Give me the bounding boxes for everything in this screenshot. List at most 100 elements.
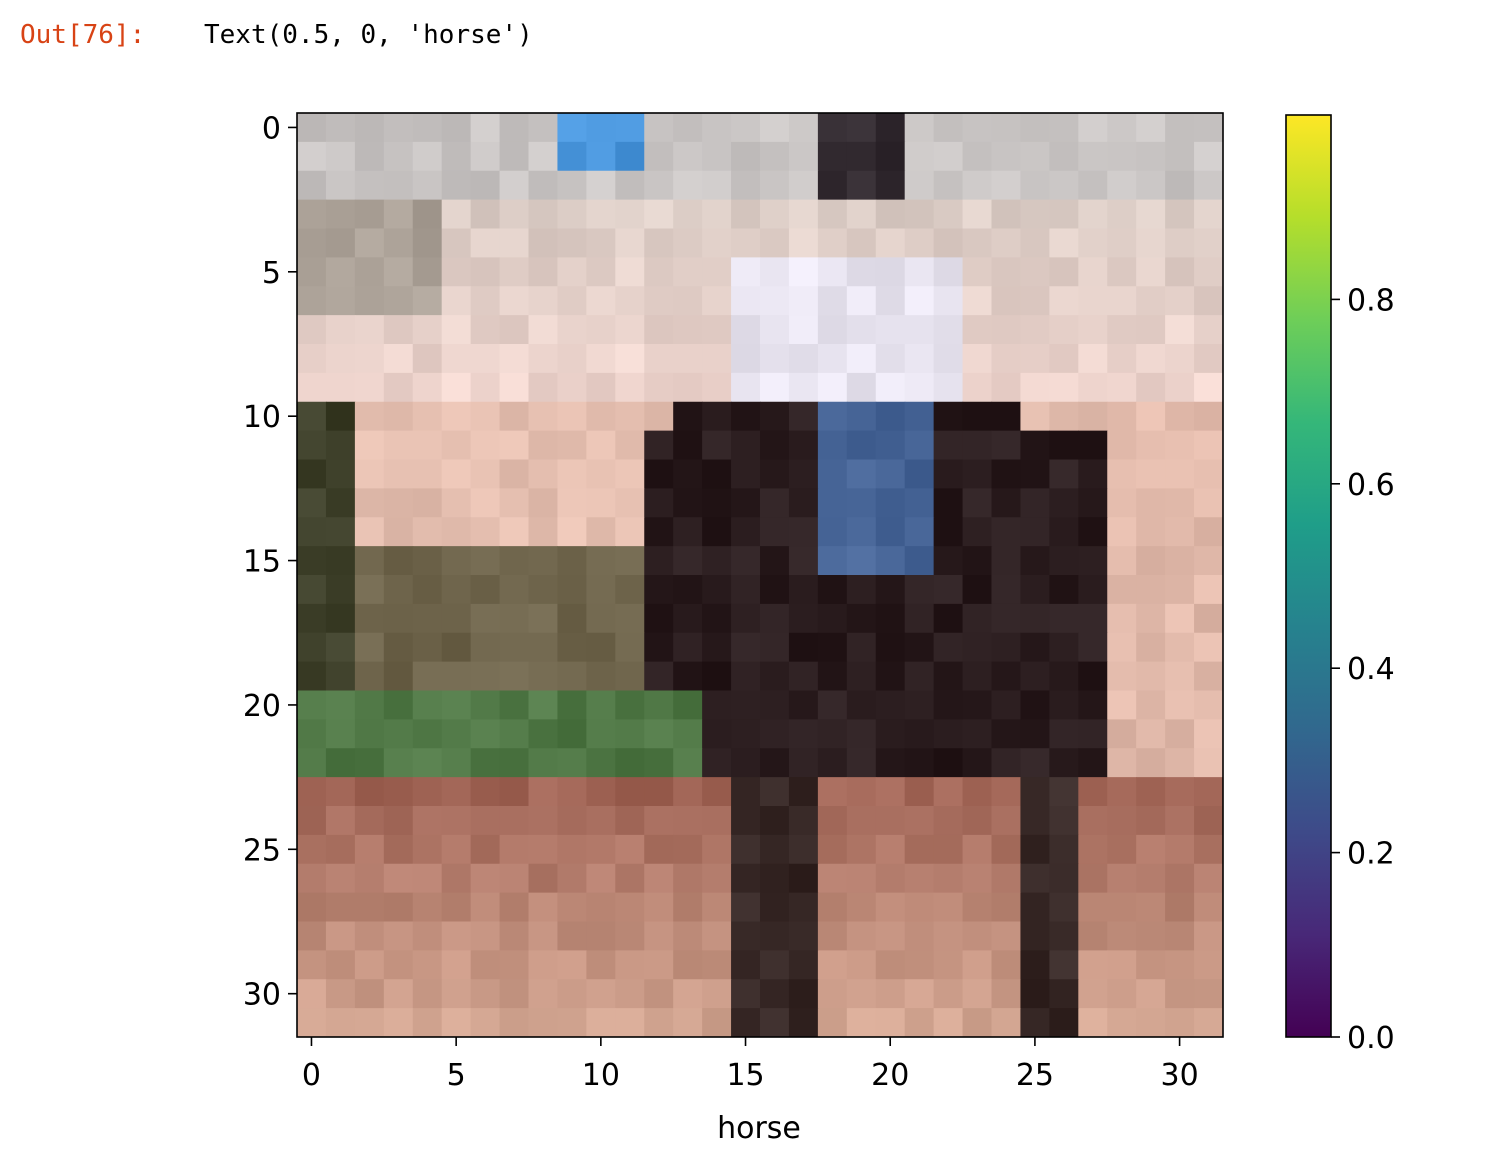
pixel-r23-c18 [817,777,848,807]
pixel-r2-c10 [586,170,616,201]
pixel-r20-c0 [297,690,327,720]
image-axes: 0 5 10 15 20 25 30 0 5 10 15 20 25 30 horse [243,111,1224,1146]
pixel-r21-c3 [383,719,414,749]
pixel-r18-c25 [1020,632,1050,663]
pixel-r19-c25 [1020,661,1050,692]
pixel-r10-c26 [1049,401,1079,432]
pixel-r1-c11 [615,141,645,172]
pixel-r6-c8 [528,286,559,316]
pixel-r3-c8 [528,199,559,230]
pixel-r7-c28 [1107,315,1137,345]
pixel-r4-c4 [412,228,443,258]
pixel-r14-c21 [904,517,935,547]
pixel-r5-c1 [325,257,356,287]
pixel-r9-c10 [586,372,616,403]
pixel-r21-c22 [933,719,964,749]
pixel-r3-c29 [1136,199,1166,230]
pixel-r12-c28 [1107,459,1137,489]
pixel-r23-c15 [731,777,761,807]
pixel-r1-c23 [962,141,993,172]
colorbar-tick-label: 0.8 [1347,283,1395,318]
y-tick-label: 20 [243,689,281,724]
pixel-r1-c12 [644,141,674,172]
pixel-r10-c27 [1078,401,1108,432]
pixel-r20-c8 [528,690,559,720]
pixel-r28-c26 [1049,921,1079,951]
pixel-r28-c22 [933,921,964,951]
pixel-r27-c28 [1107,892,1137,923]
pixel-r4-c25 [1020,228,1050,258]
pixel-r3-c26 [1049,199,1079,230]
x-tick-label: 10 [582,1058,620,1093]
pixel-r29-c27 [1078,950,1108,980]
pixel-r28-c3 [383,921,414,951]
pixel-r26-c18 [817,863,848,894]
pixel-r4-c6 [470,228,501,258]
pixel-r27-c7 [499,892,530,923]
pixel-r11-c22 [933,430,964,461]
pixel-r17-c20 [875,603,906,634]
pixel-r16-c6 [470,575,501,605]
pixel-r11-c21 [904,430,935,461]
pixel-r26-c19 [846,863,877,894]
pixel-r31-c1 [325,1008,356,1037]
pixel-r30-c6 [470,979,501,1009]
pixel-r5-c14 [702,257,732,287]
pixel-r2-c12 [644,170,674,201]
pixel-r25-c12 [644,834,674,865]
pixel-r28-c24 [991,921,1022,951]
pixel-r9-c0 [297,372,327,403]
pixel-r14-c3 [383,517,414,547]
pixel-r5-c25 [1020,257,1050,287]
pixel-r14-c27 [1078,517,1108,547]
pixel-r11-c19 [846,430,877,461]
pixel-r6-c23 [962,286,993,316]
pixel-r29-c17 [788,950,819,980]
pixel-r3-c14 [702,199,732,230]
pixel-r21-c18 [817,719,848,749]
pixel-r8-c25 [1020,344,1050,374]
pixel-r18-c21 [904,632,935,663]
pixel-r20-c27 [1078,690,1108,720]
pixel-r4-c1 [325,228,356,258]
pixel-r6-c27 [1078,286,1108,316]
pixel-r12-c23 [962,459,993,489]
pixel-r0-c28 [1107,113,1137,143]
pixel-r18-c27 [1078,632,1108,663]
pixel-r30-c12 [644,979,674,1009]
pixel-r9-c11 [615,372,645,403]
pixel-r29-c29 [1136,950,1166,980]
pixel-r15-c7 [499,546,530,576]
pixel-r22-c19 [846,748,877,778]
pixel-r30-c1 [325,979,356,1009]
pixel-r14-c5 [441,517,472,547]
pixel-r24-c28 [1107,806,1137,836]
pixel-r0-c30 [1165,113,1195,143]
pixel-r5-c5 [441,257,472,287]
pixel-r29-c12 [644,950,674,980]
pixel-r8-c28 [1107,344,1137,374]
pixel-r9-c12 [644,372,674,403]
pixel-r19-c17 [788,661,819,692]
pixel-r4-c22 [933,228,964,258]
pixel-r18-c23 [962,632,993,663]
pixel-r28-c17 [788,921,819,951]
pixel-r19-c2 [354,661,385,692]
output-text: Text(0.5, 0, 'horse') [204,20,533,50]
pixel-r3-c18 [817,199,848,230]
pixel-r8-c23 [962,344,993,374]
pixel-r24-c27 [1078,806,1108,836]
pixel-r13-c30 [1165,488,1195,518]
pixel-r27-c18 [817,892,848,923]
pixel-r2-c29 [1136,170,1166,201]
pixel-r10-c13 [673,401,703,432]
pixel-r20-c18 [817,690,848,720]
pixel-r25-c4 [412,834,443,865]
pixel-r27-c19 [846,892,877,923]
pixel-r9-c31 [1194,372,1223,403]
pixel-r28-c27 [1078,921,1108,951]
pixel-r23-c31 [1194,777,1223,807]
pixel-r22-c2 [354,748,385,778]
pixel-r24-c25 [1020,806,1050,836]
pixel-r15-c6 [470,546,501,576]
